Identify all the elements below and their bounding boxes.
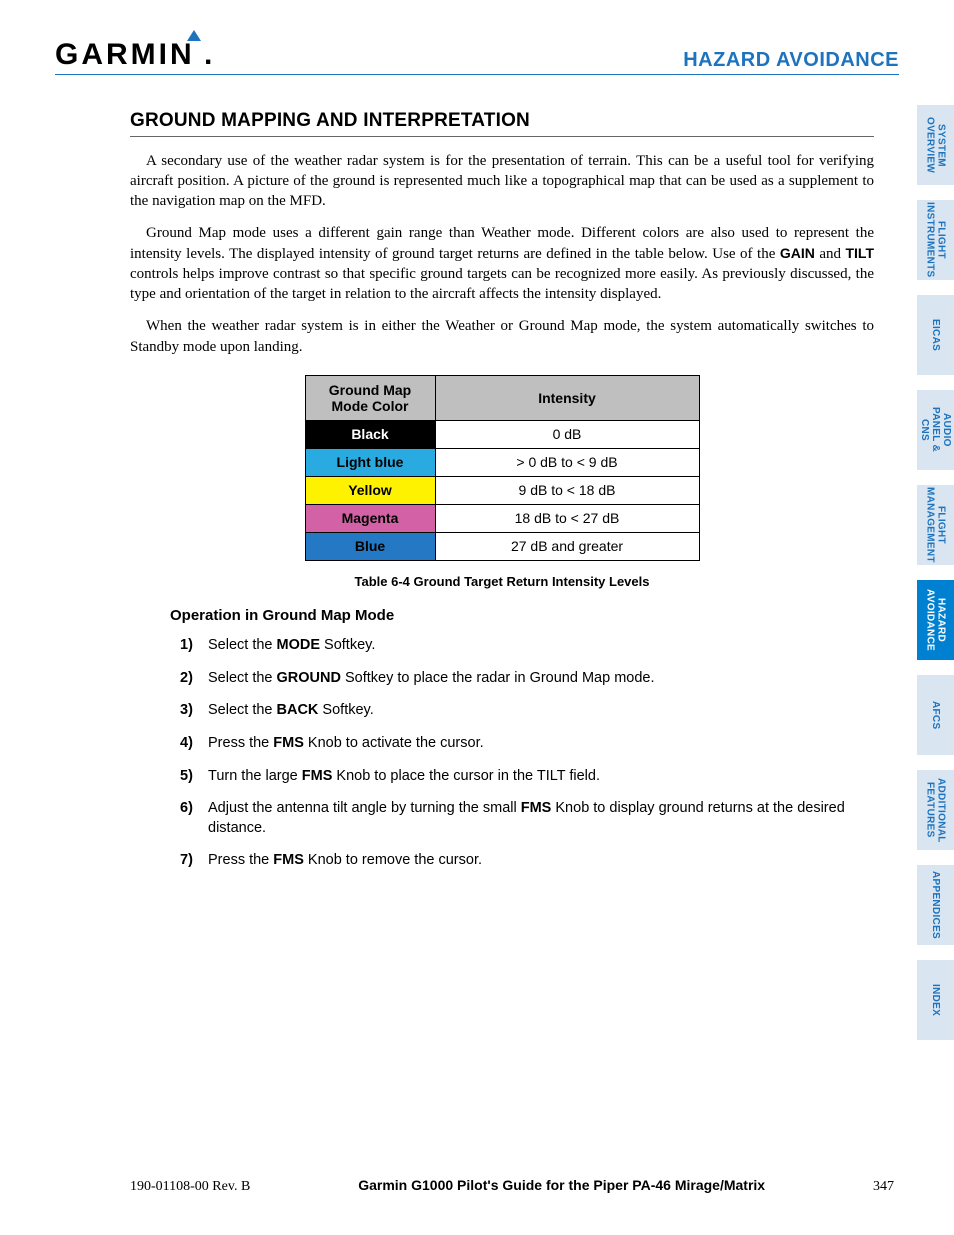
list-item: 3)Select the BACK Softkey. [180, 701, 874, 721]
section-tab[interactable]: ADDITIONAL FEATURES [917, 770, 954, 850]
section-tabs: SYSTEM OVERVIEW FLIGHT INSTRUMENTS EICAS AU… [917, 105, 954, 1040]
page-footer: 190-01108-00 Rev. B Garmin G1000 Pilot's… [130, 1177, 894, 1195]
footer-title: Garmin G1000 Pilot's Guide for the Piper… [358, 1177, 765, 1193]
intensity-cell: 9 dB to < 18 dB [435, 476, 699, 504]
step-text: Press the FMS Knob to activate the curso… [208, 734, 484, 754]
section-tab[interactable]: AUDIO PANEL & CNS [917, 390, 954, 470]
color-cell: Light blue [305, 448, 435, 476]
table-row: Light blue> 0 dB to < 9 dB [305, 448, 699, 476]
section-tab[interactable]: INDEX [917, 960, 954, 1040]
table-header-intensity: Intensity [435, 375, 699, 420]
table-row: Black0 dB [305, 421, 699, 449]
paragraph-3: When the weather radar system is in eith… [130, 316, 874, 357]
tilt-label: TILT [845, 245, 874, 261]
intensity-cell: 18 dB to < 27 dB [435, 504, 699, 532]
color-cell: Magenta [305, 504, 435, 532]
step-number: 1) [180, 636, 208, 656]
page-heading: GROUND MAPPING AND INTERPRETATION [130, 108, 874, 137]
list-item: 7)Press the FMS Knob to remove the curso… [180, 851, 874, 871]
section-tab[interactable]: FLIGHT MANAGEMENT [917, 485, 954, 565]
footer-docnum: 190-01108-00 Rev. B [130, 1179, 250, 1195]
list-item: 6)Adjust the antenna tilt angle by turni… [180, 799, 874, 838]
p2-part-c: controls helps improve contrast so that … [130, 266, 874, 302]
paragraph-1: A secondary use of the weather radar sys… [130, 151, 874, 212]
gain-label: GAIN [780, 245, 815, 261]
section-tab[interactable]: EICAS [917, 295, 954, 375]
intensity-cell: 27 dB and greater [435, 532, 699, 560]
color-cell: Blue [305, 532, 435, 560]
intensity-cell: > 0 dB to < 9 dB [435, 448, 699, 476]
logo-triangle-icon [187, 30, 201, 41]
table-row: Yellow9 dB to < 18 dB [305, 476, 699, 504]
list-item: 4)Press the FMS Knob to activate the cur… [180, 734, 874, 754]
step-text: Select the BACK Softkey. [208, 701, 374, 721]
step-number: 3) [180, 701, 208, 721]
intensity-cell: 0 dB [435, 421, 699, 449]
step-number: 7) [180, 851, 208, 871]
steps-list: 1)Select the MODE Softkey.2)Select the G… [180, 636, 874, 871]
list-item: 2)Select the GROUND Softkey to place the… [180, 669, 874, 689]
intensity-table: Ground MapMode Color Intensity Black0 dB… [305, 375, 700, 561]
section-tab[interactable]: AFCS [917, 675, 954, 755]
step-number: 2) [180, 669, 208, 689]
content-area: GROUND MAPPING AND INTERPRETATION A seco… [130, 108, 874, 884]
color-cell: Yellow [305, 476, 435, 504]
step-number: 6) [180, 799, 208, 838]
table-row: Magenta18 dB to < 27 dB [305, 504, 699, 532]
section-tab[interactable]: APPENDICES [917, 865, 954, 945]
paragraph-2: Ground Map mode uses a different gain ra… [130, 223, 874, 304]
step-text: Press the FMS Knob to remove the cursor. [208, 851, 482, 871]
table-row: Blue27 dB and greater [305, 532, 699, 560]
step-text: Adjust the antenna tilt angle by turning… [208, 799, 874, 838]
logo-text: GARMIN [55, 38, 195, 71]
table-header-color: Ground MapMode Color [305, 375, 435, 420]
step-text: Turn the large FMS Knob to place the cur… [208, 767, 600, 787]
step-text: Select the GROUND Softkey to place the r… [208, 669, 655, 689]
footer-page-number: 347 [873, 1179, 894, 1195]
list-item: 5)Turn the large FMS Knob to place the c… [180, 767, 874, 787]
garmin-logo: GARMIN [55, 38, 215, 72]
step-number: 5) [180, 767, 208, 787]
step-number: 4) [180, 734, 208, 754]
section-tab[interactable]: HAZARD AVOIDANCE [917, 580, 954, 660]
p2-part-b: and [815, 246, 846, 262]
list-item: 1)Select the MODE Softkey. [180, 636, 874, 656]
operation-subheading: Operation in Ground Map Mode [170, 606, 874, 626]
table-caption: Table 6-4 Ground Target Return Intensity… [130, 573, 874, 591]
intensity-table-wrap: Ground MapMode Color Intensity Black0 dB… [130, 375, 874, 561]
step-text: Select the MODE Softkey. [208, 636, 375, 656]
section-tab[interactable]: FLIGHT INSTRUMENTS [917, 200, 954, 280]
page-header: GARMIN HAZARD AVOIDANCE [55, 30, 899, 75]
color-cell: Black [305, 421, 435, 449]
section-tab[interactable]: SYSTEM OVERVIEW [917, 105, 954, 185]
section-title: HAZARD AVOIDANCE [683, 49, 899, 72]
p2-part-a: Ground Map mode uses a different gain ra… [130, 225, 874, 261]
